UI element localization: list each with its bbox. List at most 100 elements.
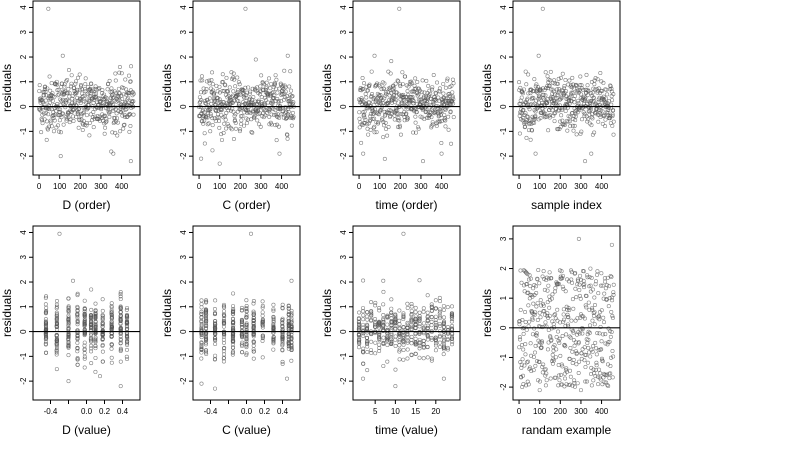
- y-tick-label: 1: [179, 304, 188, 309]
- residual-point: [591, 367, 596, 372]
- residual-point: [107, 78, 112, 83]
- residual-point: [221, 334, 226, 339]
- residual-point: [560, 71, 565, 76]
- residual-point: [109, 343, 114, 348]
- residual-point: [75, 291, 80, 296]
- residual-point: [381, 340, 386, 345]
- residual-point: [233, 112, 238, 117]
- residual-point: [118, 129, 123, 134]
- residual-point: [276, 124, 281, 129]
- residual-point: [530, 332, 535, 337]
- residual-point: [583, 303, 588, 308]
- residual-point: [409, 326, 414, 331]
- residual-point: [205, 122, 210, 127]
- residual-point: [264, 84, 269, 89]
- residual-point: [393, 81, 398, 86]
- residual-point: [364, 322, 369, 327]
- residual-point: [227, 85, 232, 90]
- residual-point: [569, 83, 574, 88]
- residual-point: [560, 107, 565, 112]
- x-axis-label: C (value): [222, 423, 271, 437]
- residual-point: [204, 87, 209, 92]
- residual-point: [397, 338, 402, 343]
- x-tick-label: 400: [595, 407, 609, 416]
- residual-point: [88, 315, 93, 320]
- residual-point: [564, 382, 569, 387]
- y-tick-label: 1: [339, 304, 348, 309]
- residual-point: [563, 289, 568, 294]
- residual-point: [576, 370, 581, 375]
- residual-point: [368, 127, 373, 132]
- residual-point: [401, 92, 406, 97]
- residual-point: [391, 95, 396, 100]
- residual-point: [54, 343, 59, 348]
- residual-point: [260, 313, 265, 318]
- residual-point: [361, 333, 366, 338]
- residual-point: [289, 308, 294, 313]
- residual-point: [122, 122, 127, 127]
- residual-point: [537, 379, 542, 384]
- residual-point: [411, 99, 416, 104]
- residual-point: [555, 318, 560, 323]
- residual-point: [287, 84, 292, 89]
- residual-point: [589, 347, 594, 352]
- residual-point: [267, 107, 272, 112]
- residual-point: [361, 313, 366, 318]
- residual-point: [534, 333, 539, 338]
- y-axis-label: residuals: [480, 64, 494, 112]
- y-tick-label: 0: [179, 104, 188, 109]
- residual-point: [109, 327, 114, 332]
- residual-point: [443, 85, 448, 90]
- residual-point: [100, 333, 105, 338]
- residual-point: [386, 101, 391, 106]
- residual-point: [125, 356, 130, 361]
- residual-point: [537, 310, 542, 315]
- residual-point: [282, 83, 287, 88]
- residual-point: [81, 111, 86, 116]
- residual-point: [82, 354, 87, 359]
- residual-point: [566, 119, 571, 124]
- residual-point: [363, 92, 368, 97]
- residual-point: [401, 311, 406, 316]
- residual-point: [519, 342, 524, 347]
- residual-point: [523, 69, 528, 74]
- residual-point: [450, 94, 455, 99]
- residual-point: [409, 312, 414, 317]
- residual-point: [381, 319, 386, 324]
- residual-point: [262, 95, 267, 100]
- x-tick-label: 5: [373, 407, 378, 416]
- residual-point: [587, 275, 592, 280]
- residual-point: [75, 87, 80, 92]
- residual-point: [260, 303, 265, 308]
- residual-point: [75, 311, 80, 316]
- residual-point: [104, 119, 109, 124]
- residual-point: [445, 325, 450, 330]
- residual-point: [219, 113, 224, 118]
- residual-point: [413, 305, 418, 310]
- residual-point: [251, 298, 256, 303]
- residual-point: [203, 336, 208, 341]
- residual-point: [368, 114, 373, 119]
- residual-point: [222, 121, 227, 126]
- residual-point: [520, 108, 525, 113]
- residual-point: [451, 81, 456, 86]
- residual-point: [280, 348, 285, 353]
- residual-point: [558, 372, 563, 377]
- residual-point: [559, 269, 564, 274]
- residual-point: [118, 359, 123, 364]
- residual-point: [118, 341, 123, 346]
- residual-point: [558, 97, 563, 102]
- residual-point: [111, 151, 116, 156]
- residual-point: [221, 340, 226, 345]
- residual-point: [559, 94, 564, 99]
- residual-point: [590, 90, 595, 95]
- residual-point: [44, 137, 49, 142]
- residual-point: [566, 315, 571, 320]
- residual-point: [82, 365, 87, 370]
- residual-point: [271, 326, 276, 331]
- residual-point: [75, 112, 80, 117]
- residual-point: [433, 337, 438, 342]
- residual-point: [212, 306, 217, 311]
- residual-point: [128, 79, 133, 84]
- residual-point: [271, 337, 276, 342]
